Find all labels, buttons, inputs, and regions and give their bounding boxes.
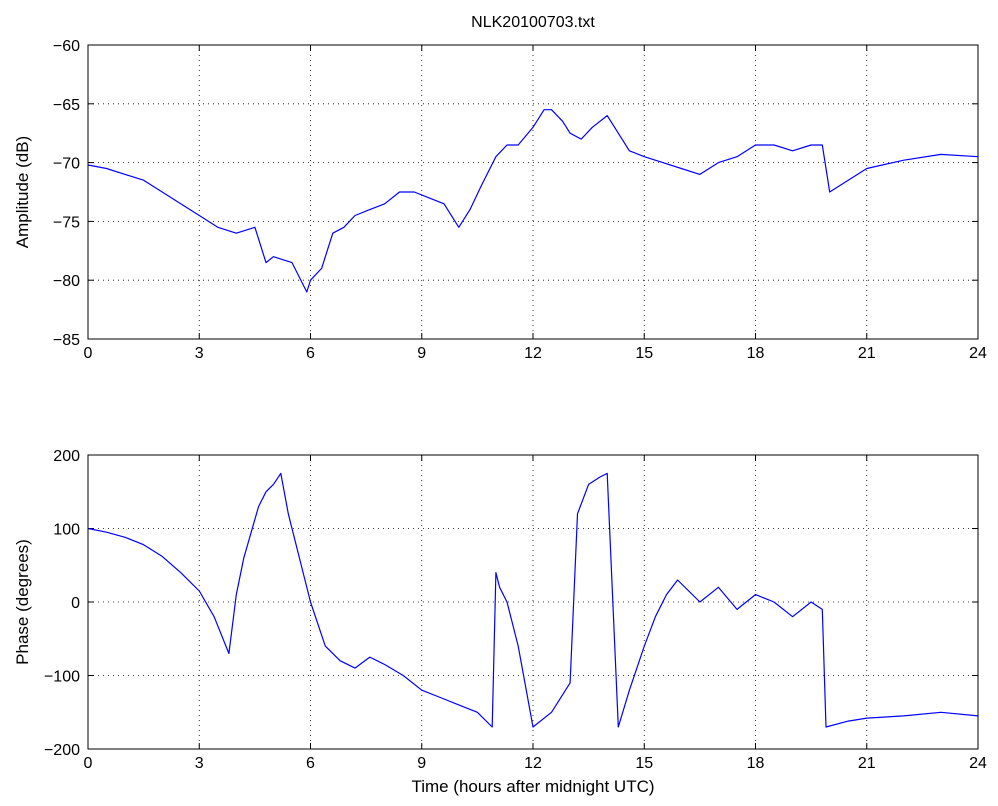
plot2-x-tick-label: 3 <box>195 755 204 772</box>
plot1-series-line-0 <box>87 109 979 293</box>
plot2-x-tick-label: 18 <box>747 755 765 772</box>
plot2-y-tick-label: 100 <box>53 522 80 539</box>
plot1-y-tick-label: −60 <box>53 38 80 55</box>
plot2-y-tick-label: −100 <box>44 669 80 686</box>
plot1-plot-area <box>88 45 978 339</box>
plot1-y-tick-label: −80 <box>53 273 80 290</box>
plot1-y-tick-label: −85 <box>53 332 80 349</box>
plot2-x-tick-label: 21 <box>858 755 876 772</box>
plot1-x-tick-label: 15 <box>635 345 653 362</box>
plot1-x-tick-label: 6 <box>306 345 315 362</box>
plot1-y-tick-label: −65 <box>53 97 80 114</box>
plot1-title: NLK20100703.txt <box>471 14 595 31</box>
plot2-x-tick-label: 12 <box>524 755 542 772</box>
plot2-series-line-0 <box>87 472 979 728</box>
plot1-x-tick-label: 21 <box>858 345 876 362</box>
plot2-y-tick-label: 200 <box>53 448 80 465</box>
plot1-x-tick-label: 24 <box>969 345 987 362</box>
plot1-y-tick-label: −75 <box>53 214 80 231</box>
plot2-x-tick-label: 0 <box>84 755 93 772</box>
plot2-x-tick-label: 9 <box>417 755 426 772</box>
plot2-x-tick-label: 6 <box>306 755 315 772</box>
plot2-y-tick-label: 0 <box>71 595 80 612</box>
plot2-axes-frame <box>87 454 979 750</box>
plot1-x-tick-label: 12 <box>524 345 542 362</box>
plot2-x-tick-label: 15 <box>635 755 653 772</box>
plot1-axes-frame <box>87 44 979 340</box>
plot1-x-tick-label: 9 <box>417 345 426 362</box>
plot2-x-tick-label: 24 <box>969 755 987 772</box>
plot2-y-axis-label: Phase (degrees) <box>13 539 32 665</box>
plot1-x-tick-label: 0 <box>84 345 93 362</box>
plot1-x-tick-label: 3 <box>195 345 204 362</box>
plot1-y-tick-label: −70 <box>53 156 80 173</box>
plot2-y-tick-label: −200 <box>44 742 80 759</box>
plot1-x-tick-label: 18 <box>747 345 765 362</box>
plot2-x-axis-label: Time (hours after midnight UTC) <box>411 777 654 796</box>
plot1-y-axis-label: Amplitude (dB) <box>13 136 32 248</box>
